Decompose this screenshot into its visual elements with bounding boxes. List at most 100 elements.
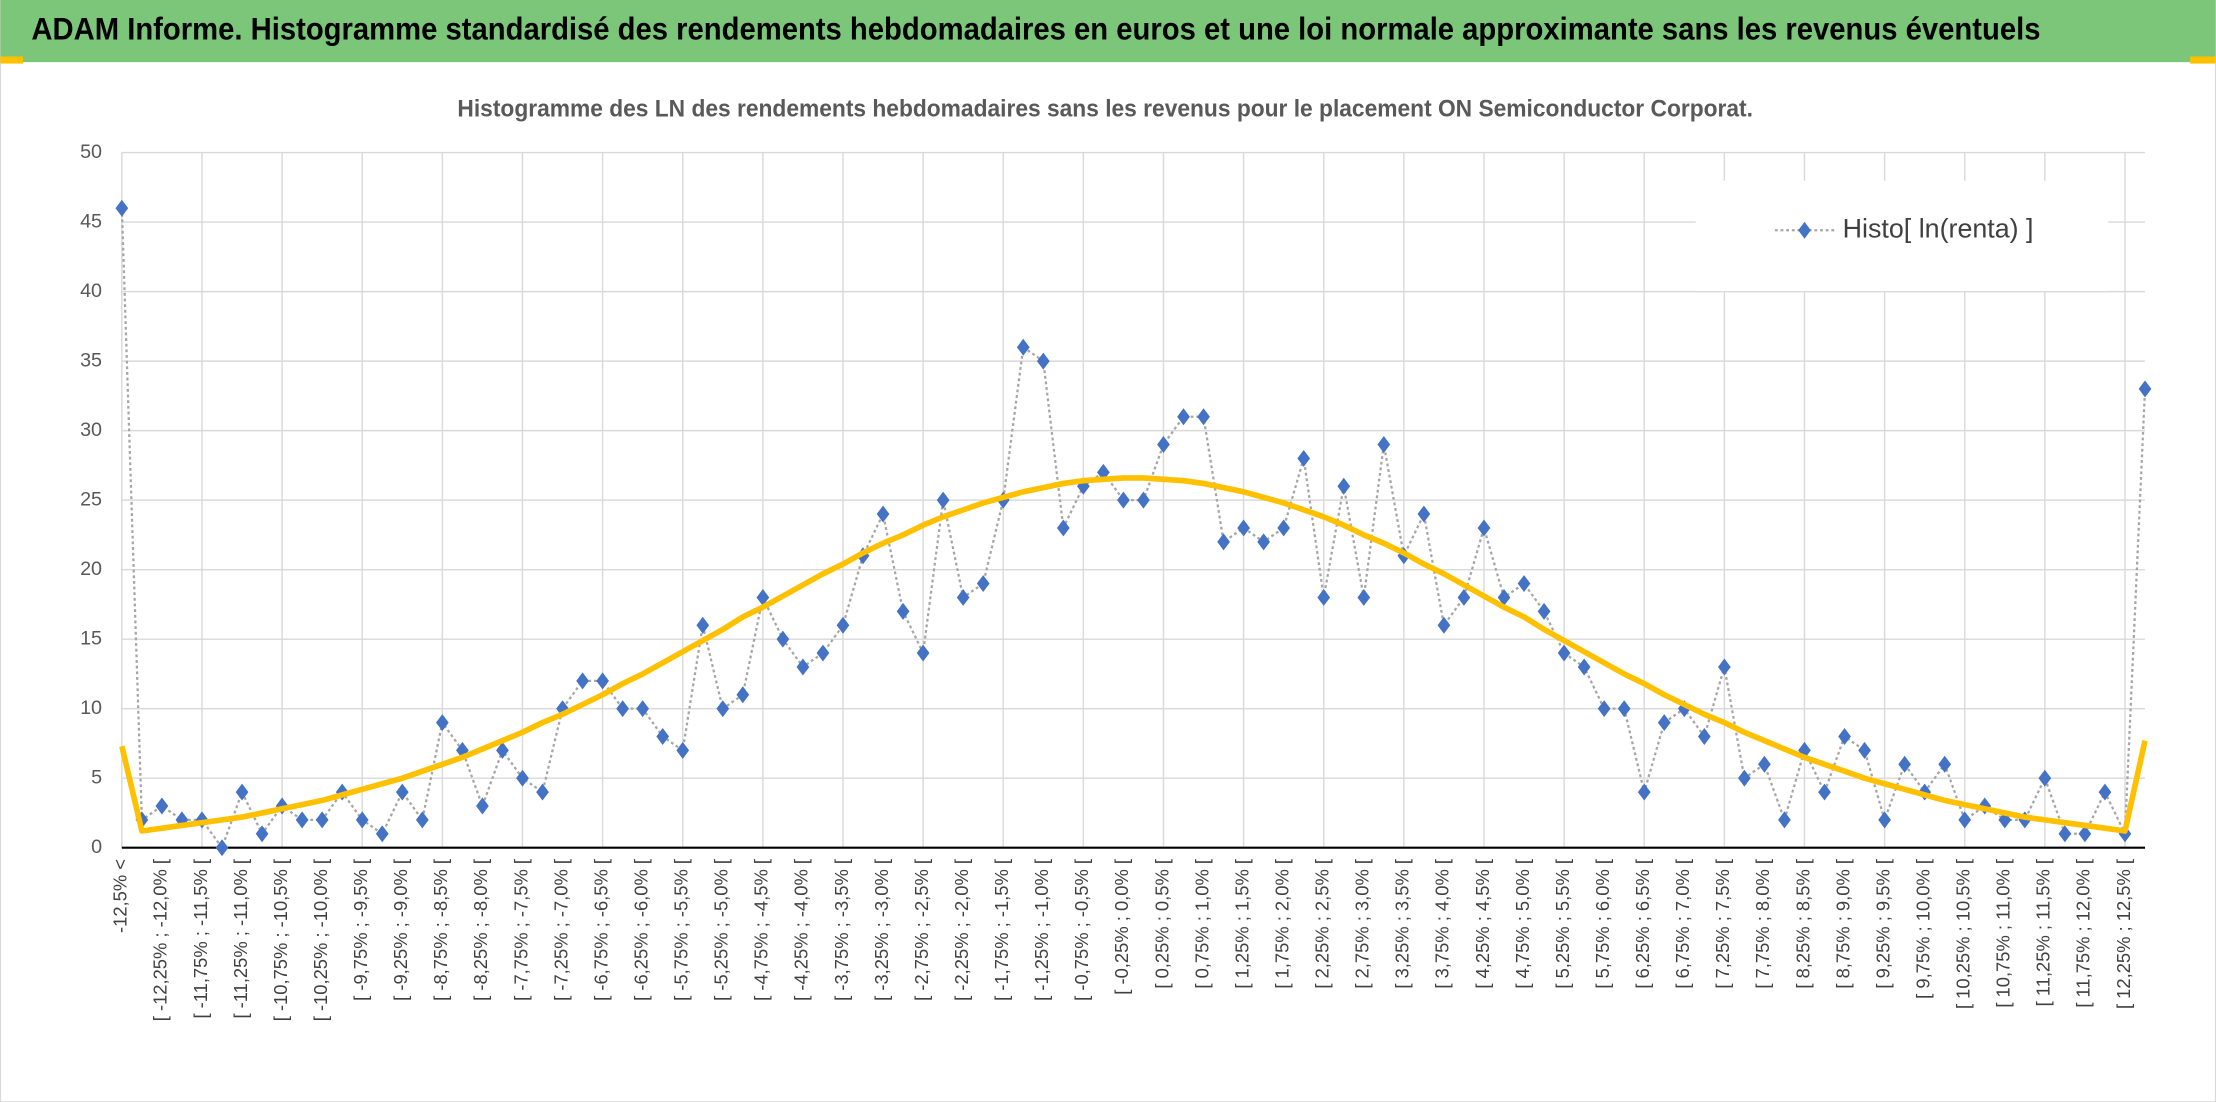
data-point xyxy=(235,783,249,801)
legend-box xyxy=(1695,180,2109,292)
x-tick-label: [ -6,25% ; -6,0% [ xyxy=(631,859,652,1001)
data-point xyxy=(936,491,950,509)
x-tick-label: [ -2,75% ; -2,5% [ xyxy=(911,859,932,1001)
x-tick-label: [ 11,25% ; 11,5% [ xyxy=(2033,859,2054,1006)
data-point xyxy=(1577,658,1591,676)
x-tick-label: [ 6,25% ; 6,5% [ xyxy=(1632,859,1653,989)
x-tick-label: [ 10,75% ; 11,0% [ xyxy=(1993,859,2014,1008)
data-point xyxy=(1117,491,1130,509)
legend: Histo[ ln(renta) ] xyxy=(1695,180,2109,292)
data-point xyxy=(876,505,890,523)
data-point xyxy=(215,839,229,857)
data-point xyxy=(295,811,309,829)
data-point xyxy=(415,811,429,829)
data-point xyxy=(736,686,750,704)
y-tick-label: 45 xyxy=(80,210,102,232)
data-point xyxy=(956,588,970,606)
data-point xyxy=(1818,783,1831,801)
data-point xyxy=(1898,755,1911,773)
data-point xyxy=(1477,519,1491,537)
corner-accent xyxy=(0,56,23,64)
data-point xyxy=(2098,783,2112,801)
data-point xyxy=(776,630,790,648)
data-point xyxy=(756,588,770,606)
data-point xyxy=(716,700,730,718)
data-point xyxy=(395,783,409,801)
y-tick-label: 0 xyxy=(91,836,102,858)
data-point xyxy=(435,714,449,732)
data-point xyxy=(536,783,549,801)
x-tick-label: [ 7,25% ; 7,5% [ xyxy=(1712,859,1733,989)
x-tick-label: [ 4,75% ; 5,0% [ xyxy=(1512,859,1533,989)
y-tick-label: 25 xyxy=(80,488,102,510)
x-tick-label: [ 8,25% ; 8,5% [ xyxy=(1792,859,1813,989)
data-point xyxy=(1277,519,1291,537)
plot xyxy=(115,199,2152,857)
x-tick-label: [ -5,75% ; -5,5% [ xyxy=(671,859,692,1001)
data-point xyxy=(2138,380,2152,398)
x-tick-label: [ -10,25% ; -10,0% [ xyxy=(310,859,331,1021)
data-point xyxy=(1197,408,1210,426)
x-tick-label: [ 9,25% ; 9,5% [ xyxy=(1872,859,1893,989)
data-point xyxy=(1517,575,1531,593)
x-tick-label: [ -1,25% ; -1,0% [ xyxy=(1031,859,1052,1001)
x-tick-label: [ -12,25% ; -12,0% [ xyxy=(150,859,171,1021)
x-tick-label: [ -9,25% ; -9,0% [ xyxy=(390,859,411,1001)
x-tick-label: [ -5,25% ; -5,0% [ xyxy=(711,859,732,1001)
legend-label: Histo[ ln(renta) ] xyxy=(1843,213,2034,243)
data-point xyxy=(1758,755,1771,773)
x-tick-label: [ -3,25% ; -3,0% [ xyxy=(871,859,892,1001)
data-point xyxy=(796,658,810,676)
data-point xyxy=(1637,783,1651,801)
data-point xyxy=(596,672,609,690)
y-tick-label: 5 xyxy=(91,766,102,788)
x-tick-label: [ -6,75% ; -6,5% [ xyxy=(590,859,611,1001)
data-point xyxy=(636,700,650,718)
data-point xyxy=(496,741,509,759)
series-line xyxy=(119,475,2148,834)
x-tick-label: [ -0,25% ; 0,0% [ xyxy=(1111,859,1132,995)
data-point xyxy=(1778,811,1791,829)
x-tick-label: [ 8,75% ; 9,0% [ xyxy=(1832,859,1853,989)
data-point xyxy=(1497,588,1511,606)
x-tick-label: [ 2,25% ; 2,5% [ xyxy=(1312,859,1333,989)
x-tick-label: [ 0,75% ; 1,0% [ xyxy=(1191,859,1212,989)
data-point xyxy=(2078,825,2092,843)
corner-accent xyxy=(2190,56,2216,64)
y-tick-label: 15 xyxy=(80,627,102,649)
data-point xyxy=(375,825,389,843)
y-tick-label: 35 xyxy=(80,349,102,371)
data-point xyxy=(1738,769,1751,787)
x-tick-label: [ -7,25% ; -7,0% [ xyxy=(550,859,571,1001)
x-tick-label: [ 3,25% ; 3,5% [ xyxy=(1392,859,1413,989)
labels: 0 5 10 15 20 25 30 35 40 45 50 -12,5% < [ -12,25% ; … xyxy=(80,141,2134,1021)
data-point xyxy=(1457,588,1471,606)
data-point xyxy=(816,644,830,662)
x-tick-label: [ 2,75% ; 3,0% [ xyxy=(1352,859,1373,989)
y-tick-label: 30 xyxy=(80,419,102,441)
data-point xyxy=(155,797,169,815)
data-point xyxy=(1257,533,1270,551)
x-tick-label: [ 1,25% ; 1,5% [ xyxy=(1231,859,1252,989)
data-point xyxy=(1337,477,1351,495)
data-point xyxy=(2058,825,2072,843)
x-tick-label: [ -8,25% ; -8,0% [ xyxy=(470,859,491,1001)
data-point xyxy=(836,616,850,634)
data-point xyxy=(696,616,710,634)
data-point xyxy=(1056,519,1070,537)
data-point xyxy=(1838,727,1851,745)
data-point xyxy=(1938,755,1952,773)
data-point xyxy=(1557,644,1571,662)
x-tick-label: -12,5% < xyxy=(110,859,131,933)
data-point xyxy=(1417,505,1431,523)
x-tick-label: [ -11,75% ; -11,5% [ xyxy=(190,859,211,1019)
x-tick-label: [ 11,75% ; 12,0% [ xyxy=(2073,859,2094,1008)
x-tick-label: [ 4,25% ; 4,5% [ xyxy=(1472,859,1493,989)
data-point xyxy=(476,797,489,815)
x-tick-label: [ -8,75% ; -8,5% [ xyxy=(430,859,451,1001)
x-tick-label: [ -9,75% ; -9,5% [ xyxy=(350,859,371,1001)
data-point xyxy=(676,741,690,759)
x-tick-label: [ 12,25% ; 12,5% [ xyxy=(2113,859,2134,1009)
